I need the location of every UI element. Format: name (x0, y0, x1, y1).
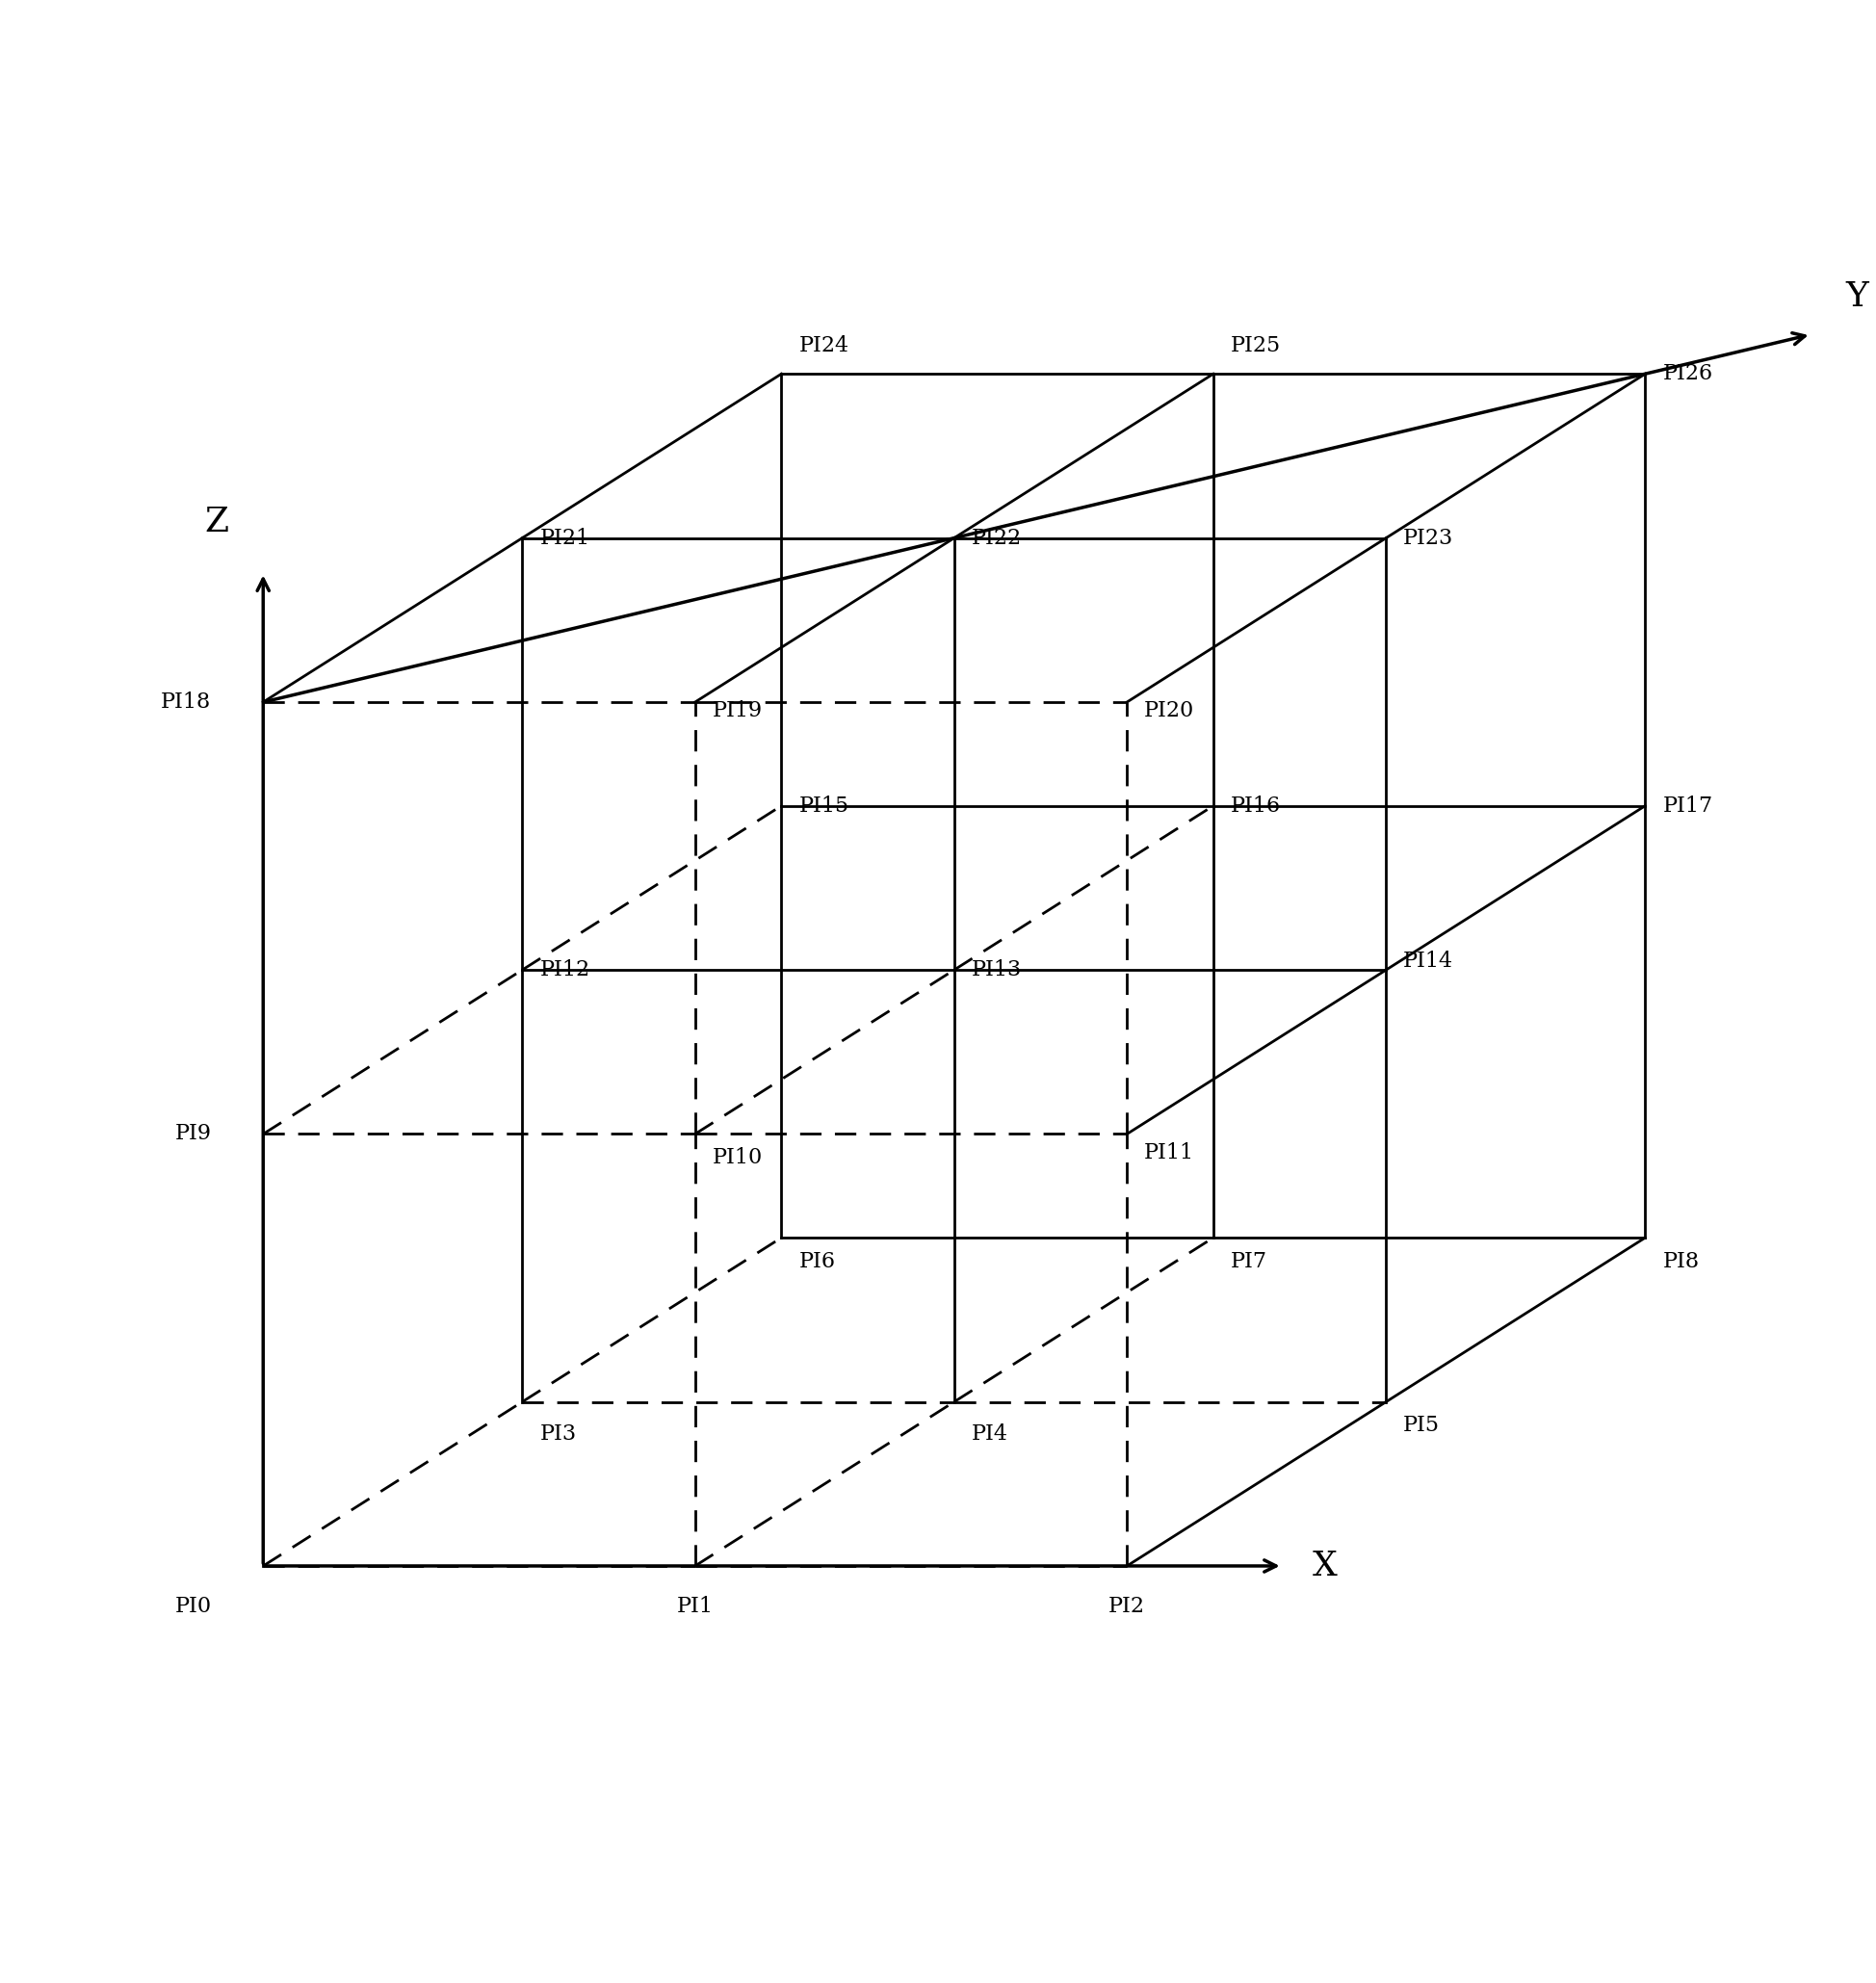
Text: PI13: PI13 (972, 960, 1022, 980)
Text: PI17: PI17 (1662, 795, 1713, 817)
Text: PI18: PI18 (161, 692, 212, 712)
Text: PI4: PI4 (972, 1424, 1007, 1444)
Text: PI12: PI12 (540, 960, 589, 980)
Text: PI10: PI10 (713, 1146, 764, 1168)
Text: PI11: PI11 (1144, 1142, 1195, 1164)
Text: PI24: PI24 (799, 335, 850, 357)
Text: PI0: PI0 (174, 1596, 212, 1618)
Text: PI5: PI5 (1403, 1414, 1441, 1436)
Text: PI19: PI19 (713, 700, 762, 722)
Text: PI26: PI26 (1662, 363, 1713, 385)
Text: PI9: PI9 (174, 1124, 212, 1144)
Text: PI16: PI16 (1231, 795, 1281, 817)
Text: PI6: PI6 (799, 1251, 835, 1271)
Text: X: X (1313, 1549, 1338, 1582)
Text: Z: Z (204, 506, 229, 537)
Text: PI3: PI3 (540, 1424, 576, 1444)
Text: PI21: PI21 (540, 527, 589, 549)
Text: PI15: PI15 (799, 795, 850, 817)
Text: PI14: PI14 (1403, 950, 1454, 972)
Text: PI8: PI8 (1662, 1251, 1700, 1271)
Text: PI1: PI1 (677, 1596, 713, 1618)
Text: PI20: PI20 (1144, 700, 1195, 722)
Text: PI22: PI22 (972, 527, 1022, 549)
Text: PI23: PI23 (1403, 527, 1454, 549)
Text: PI2: PI2 (1109, 1596, 1144, 1618)
Text: PI7: PI7 (1231, 1251, 1266, 1271)
Text: PI25: PI25 (1231, 335, 1281, 357)
Text: Y: Y (1846, 280, 1868, 313)
